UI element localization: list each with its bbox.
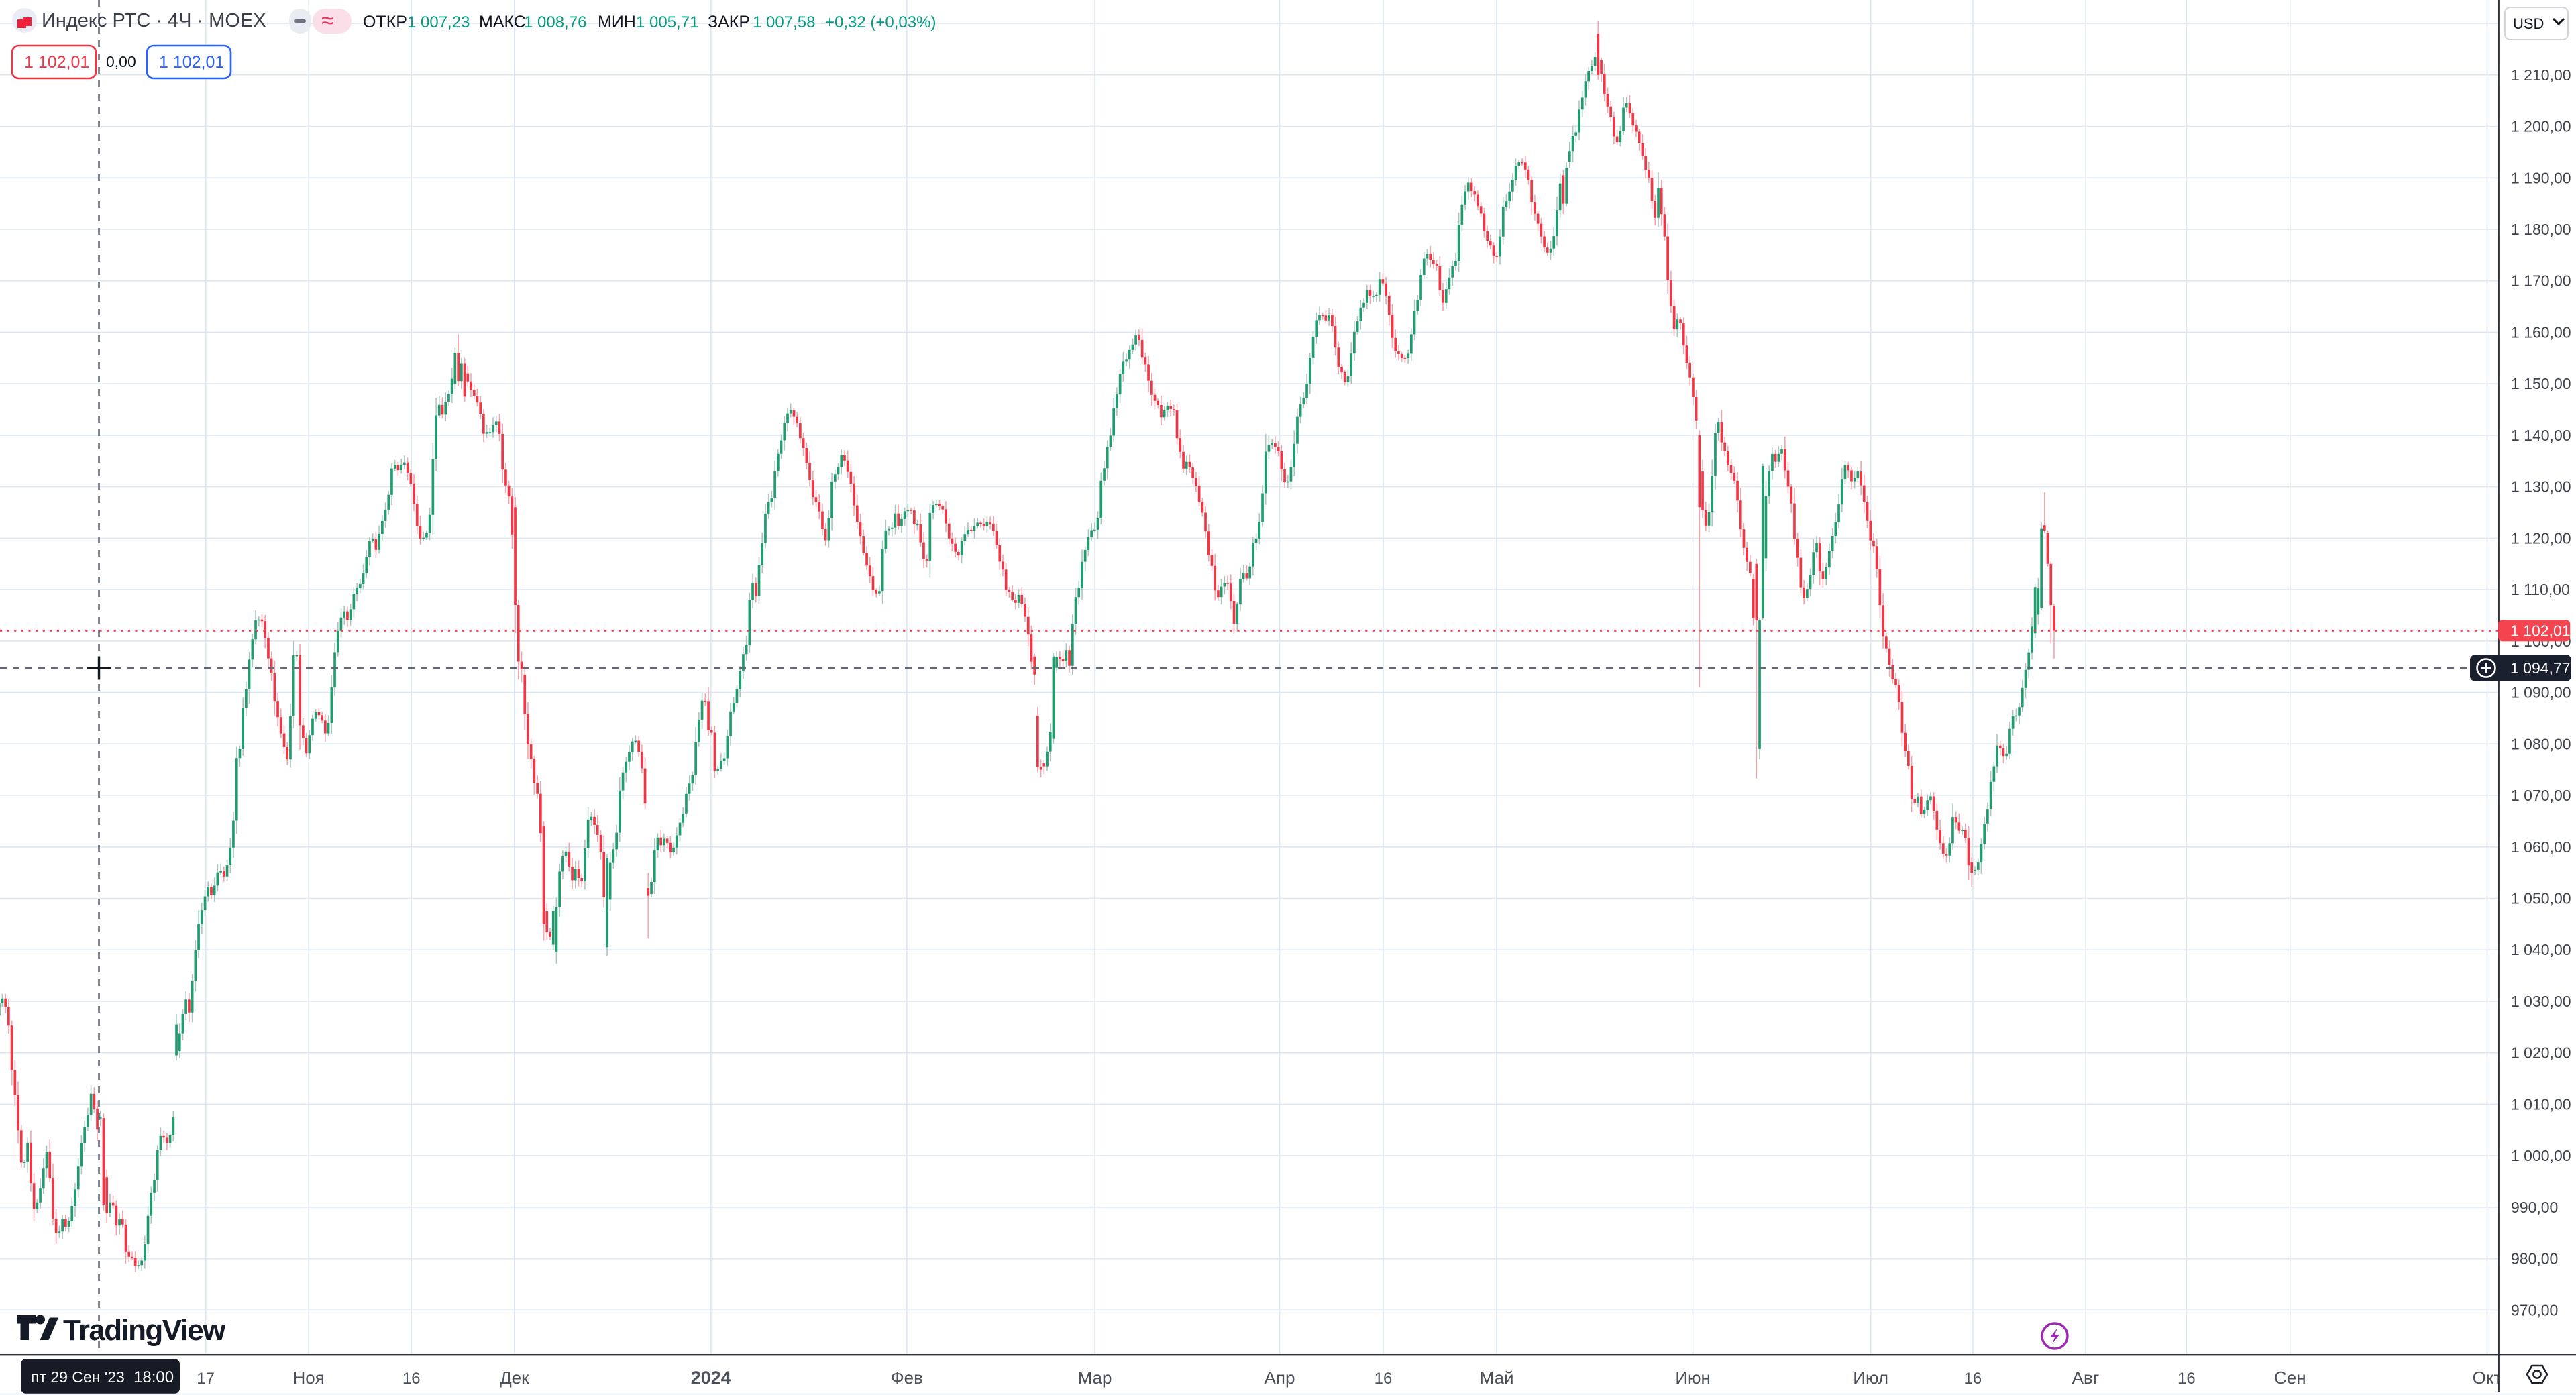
svg-text:1 007,58: 1 007,58 <box>753 13 815 32</box>
svg-text:980,00: 980,00 <box>2511 1250 2558 1268</box>
svg-text:Дек: Дек <box>500 1368 529 1388</box>
svg-text:1 060,00: 1 060,00 <box>2511 838 2571 856</box>
svg-text:1 030,00: 1 030,00 <box>2511 993 2571 1010</box>
svg-text:16: 16 <box>1964 1370 1982 1388</box>
svg-text:1 110,00: 1 110,00 <box>2511 581 2570 598</box>
svg-text:1 210,00: 1 210,00 <box>2511 66 2571 84</box>
svg-text:1 102,01: 1 102,01 <box>2510 622 2571 639</box>
svg-text:МИН: МИН <box>598 13 636 32</box>
svg-text:1 010,00: 1 010,00 <box>2511 1095 2571 1113</box>
svg-text:1 005,71: 1 005,71 <box>636 13 698 32</box>
svg-text:Июн: Июн <box>1675 1368 1711 1388</box>
svg-text:Ноя: Ноя <box>293 1368 325 1388</box>
svg-text:1 090,00: 1 090,00 <box>2511 684 2571 702</box>
svg-text:пт 29 Сен '23: пт 29 Сен '23 <box>31 1368 125 1386</box>
svg-text:1 008,76: 1 008,76 <box>524 13 586 32</box>
svg-text:1 180,00: 1 180,00 <box>2511 221 2571 238</box>
svg-text:Окт: Окт <box>2473 1368 2502 1388</box>
svg-text:970,00: 970,00 <box>2511 1301 2558 1319</box>
svg-text:1 102,01: 1 102,01 <box>24 53 89 72</box>
svg-text:Индекс РТС · 4Ч · MOEX: Индекс РТС · 4Ч · MOEX <box>42 10 266 32</box>
svg-text:ОТКР: ОТКР <box>363 13 407 32</box>
svg-text:Авг: Авг <box>2072 1368 2100 1388</box>
svg-text:1 150,00: 1 150,00 <box>2511 375 2571 392</box>
svg-text:1 130,00: 1 130,00 <box>2511 478 2571 496</box>
svg-text:2024: 2024 <box>691 1368 731 1388</box>
svg-text:1 080,00: 1 080,00 <box>2511 735 2571 752</box>
svg-text:ЗАКР: ЗАКР <box>708 13 750 32</box>
svg-text:1 102,01: 1 102,01 <box>159 53 224 72</box>
svg-text:МАКС: МАКС <box>479 13 526 32</box>
svg-text:17: 17 <box>197 1370 215 1388</box>
svg-text:Апр: Апр <box>1265 1368 1295 1388</box>
svg-text:1 050,00: 1 050,00 <box>2511 890 2571 907</box>
svg-text:Мар: Мар <box>1078 1368 1112 1388</box>
svg-text:Фев: Фев <box>891 1368 923 1388</box>
svg-text:1 000,00: 1 000,00 <box>2511 1147 2571 1164</box>
svg-text:1 140,00: 1 140,00 <box>2511 427 2571 444</box>
svg-text:16: 16 <box>2178 1370 2196 1388</box>
svg-text:1 160,00: 1 160,00 <box>2511 323 2571 341</box>
svg-text:USD: USD <box>2513 15 2544 32</box>
svg-text:1 020,00: 1 020,00 <box>2511 1044 2571 1062</box>
svg-text:1 120,00: 1 120,00 <box>2511 529 2571 547</box>
svg-text:1 094,77: 1 094,77 <box>2510 659 2571 677</box>
svg-text:+0,32 (+0,03%): +0,32 (+0,03%) <box>825 13 936 32</box>
svg-text:1 170,00: 1 170,00 <box>2511 272 2571 290</box>
svg-text:16: 16 <box>402 1370 421 1388</box>
svg-text:1 007,23: 1 007,23 <box>407 13 470 32</box>
svg-text:Июл: Июл <box>1853 1368 1888 1388</box>
svg-text:1 070,00: 1 070,00 <box>2511 787 2571 804</box>
svg-text:18:00: 18:00 <box>133 1368 174 1386</box>
svg-text:0,00: 0,00 <box>106 53 136 70</box>
svg-text:1 190,00: 1 190,00 <box>2511 169 2571 186</box>
svg-text:≈: ≈ <box>321 8 334 34</box>
svg-text:1 200,00: 1 200,00 <box>2511 118 2571 135</box>
svg-text:Май: Май <box>1480 1368 1514 1388</box>
svg-text:990,00: 990,00 <box>2511 1198 2558 1216</box>
svg-text:Сен: Сен <box>2274 1368 2306 1388</box>
svg-text:16: 16 <box>1375 1370 1393 1388</box>
svg-text:TradingView: TradingView <box>63 1314 226 1347</box>
svg-text:1 040,00: 1 040,00 <box>2511 941 2571 958</box>
